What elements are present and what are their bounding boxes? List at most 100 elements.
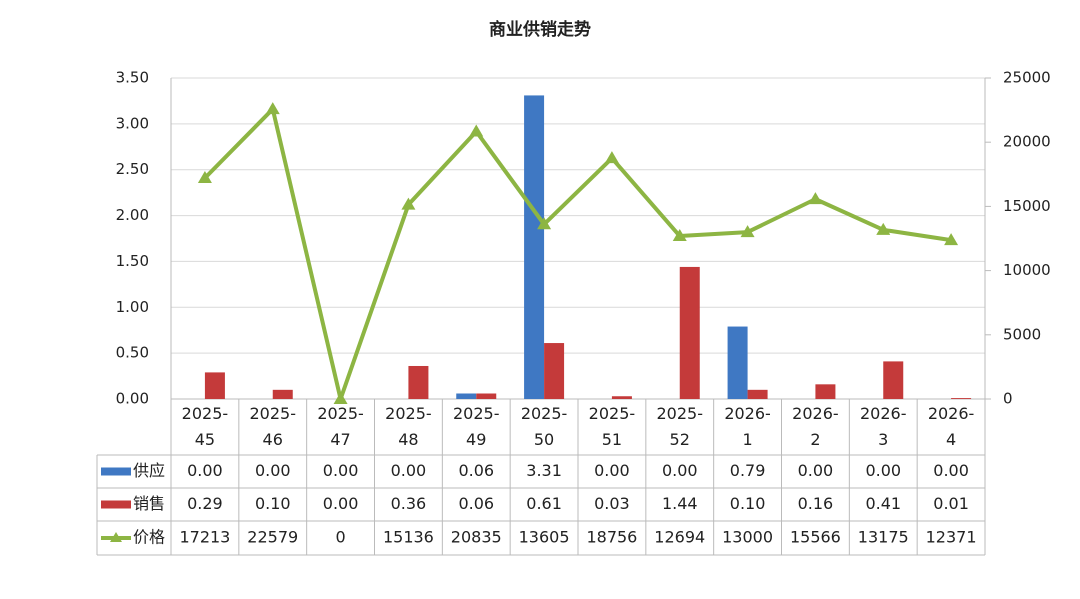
- x-tick-label-box: 2025-45: [171, 399, 239, 455]
- bar: [815, 384, 836, 399]
- table-cell: 15566: [790, 528, 841, 547]
- table-cell: 0.00: [187, 461, 223, 480]
- table-cell: 13000: [722, 528, 773, 547]
- x-tick-label: 2026-2: [792, 404, 839, 449]
- y-tick-label: 2.50: [116, 160, 149, 178]
- table-cell: 0.00: [798, 461, 834, 480]
- table-cell: 13175: [858, 528, 909, 547]
- table-cell: 0.10: [730, 494, 766, 513]
- table-cell: 12371: [926, 528, 977, 547]
- legend-label: 销售: [133, 494, 165, 513]
- bar: [408, 365, 429, 399]
- x-tick-cell: 2026-4: [917, 399, 985, 455]
- price-line: [203, 107, 952, 401]
- x-tick-label: 2026-3: [859, 404, 907, 449]
- table-cell: 0.00: [323, 494, 359, 513]
- x-tick-label: 2025-47: [317, 404, 364, 449]
- bar: [727, 326, 748, 399]
- bar: [611, 396, 632, 399]
- price-marker: [265, 102, 280, 115]
- x-tick-label-box: 2025-52: [646, 399, 714, 455]
- x-tick-label-box: 2026-2: [792, 404, 839, 449]
- table-cell: 0: [335, 528, 345, 547]
- table-cell: 0.00: [323, 461, 359, 480]
- x-tick-cell: 2026-1: [714, 399, 782, 455]
- price-marker: [808, 192, 823, 205]
- x-tick-label: 2025-51: [588, 404, 636, 449]
- x-tick-cell: 2025-48: [375, 399, 443, 455]
- y2-tick-label: 0: [1003, 390, 1013, 408]
- y2-tick-label: 25000: [1003, 69, 1051, 87]
- table-cell: 13605: [519, 528, 570, 547]
- legend-label: 供应: [133, 461, 165, 480]
- y-tick-label: 1.50: [116, 252, 149, 270]
- y-tick-label: 3.50: [116, 69, 149, 87]
- x-tick-cell: 2025-50: [510, 399, 578, 455]
- price-marker: [333, 392, 348, 404]
- x-tick-label: 2025-49: [452, 404, 500, 449]
- x-tick-label-box: 2025-48: [375, 399, 443, 455]
- y-tick-label: 0.00: [116, 390, 149, 408]
- y2-tick-label: 5000: [1003, 325, 1041, 343]
- x-tick-cell: 2025-51: [578, 399, 646, 455]
- bar: [883, 361, 904, 399]
- table-cell: 17213: [179, 528, 230, 547]
- x-tick-label-box: 2025-49: [442, 399, 510, 455]
- bar: [747, 389, 768, 399]
- price-marker: [469, 124, 484, 137]
- y-tick-label: 2.00: [116, 206, 149, 224]
- x-tick-label: 2026-1: [724, 404, 771, 449]
- table-cell: 0.00: [933, 461, 969, 480]
- x-tick-label: 2025-48: [385, 404, 432, 449]
- table-cell: 0.36: [391, 494, 427, 513]
- x-tick-cell: 2025-52: [646, 399, 714, 455]
- table-cell: 0.06: [458, 461, 494, 480]
- table-cell: 18756: [586, 528, 637, 547]
- x-tick-label-box: 2025-46: [249, 404, 296, 449]
- table-cell: 3.31: [526, 461, 562, 480]
- x-tick-cell: 2026-3: [849, 399, 917, 455]
- x-tick-label-box: 2026-1: [714, 399, 782, 455]
- x-tick-label: 2025-45: [181, 404, 229, 449]
- x-tick-label-box: 2025-51: [578, 399, 646, 455]
- price-marker: [197, 170, 212, 183]
- table-cell: 0.03: [594, 494, 630, 513]
- table-cell: 15136: [383, 528, 434, 547]
- price-marker: [401, 197, 416, 210]
- chart-title: 商业供销走势: [489, 19, 591, 40]
- table-cell: 22579: [247, 528, 298, 547]
- x-tick-cell: 2025-45: [171, 399, 239, 455]
- bar: [544, 343, 565, 399]
- table-cell: 0.00: [662, 461, 698, 480]
- price-marker: [672, 229, 687, 242]
- legend-key: [101, 467, 131, 476]
- price-marker: [604, 151, 619, 164]
- y2-tick-label: 15000: [1003, 197, 1051, 215]
- table-cell: 0.00: [255, 461, 291, 480]
- price-marker: [944, 233, 959, 246]
- price-marker: [740, 225, 755, 238]
- table-cell: 0.00: [391, 461, 427, 480]
- y-tick-label: 1.00: [116, 298, 149, 316]
- x-tick-label-box: 2026-3: [849, 399, 917, 455]
- table-cell: 0.06: [458, 494, 494, 513]
- x-tick-cell: 2025-49: [442, 399, 510, 455]
- table-cell: 0.10: [255, 494, 291, 513]
- y2-tick-label: 20000: [1003, 133, 1051, 151]
- price-marker: [537, 217, 552, 230]
- bar: [679, 266, 700, 399]
- bar: [204, 372, 225, 399]
- legend-label: 价格: [133, 528, 165, 547]
- table-cell: 0.00: [594, 461, 630, 480]
- bar: [456, 393, 477, 399]
- table-cell: 1.44: [662, 494, 698, 513]
- x-tick-label-box: 2025-50: [510, 399, 578, 455]
- price-marker: [876, 222, 891, 235]
- table-cell: 0.16: [798, 494, 834, 513]
- table-cell: 0.29: [187, 494, 223, 513]
- x-tick-label-box: 2026-4: [917, 399, 985, 455]
- table-cell: 0.00: [865, 461, 901, 480]
- x-tick-label: 2025-52: [656, 404, 703, 449]
- legend-key: [101, 500, 131, 509]
